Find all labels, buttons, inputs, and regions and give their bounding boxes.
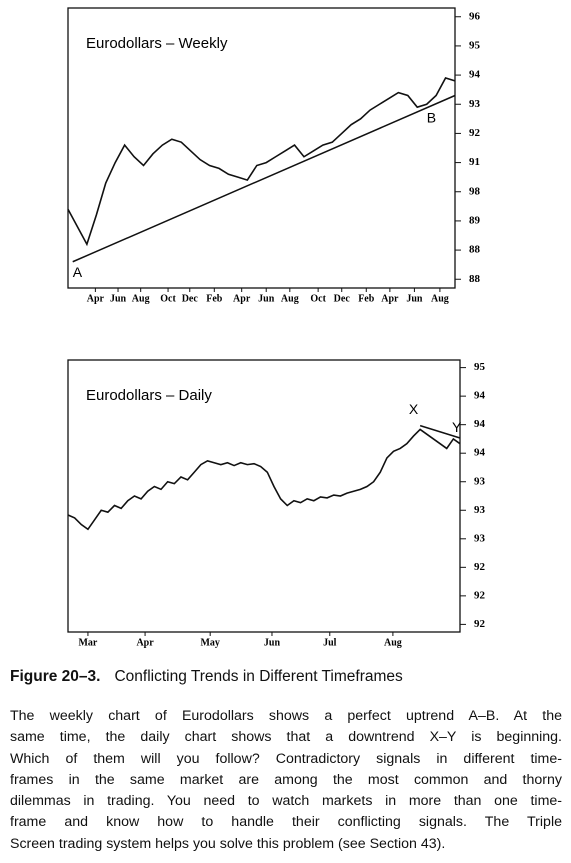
price-line (67, 77, 456, 247)
y-tick-label: 89 (469, 214, 481, 226)
y-tick-label: 94 (469, 69, 481, 81)
x-tick-label: Dec (334, 293, 351, 304)
x-tick-label: Apr (87, 293, 105, 304)
body-line: Which of them will you follow? Contradic… (10, 750, 562, 767)
y-tick-label: 93 (474, 532, 486, 544)
y-tick-label: 92 (469, 127, 481, 139)
x-tick-label: Apr (136, 637, 154, 648)
x-tick-label: Jun (110, 293, 127, 304)
price-line (67, 428, 461, 531)
body-line: dilemmas in trading. You need to watch m… (10, 793, 562, 810)
x-tick-label: Feb (206, 293, 223, 304)
annotation: B (427, 110, 436, 126)
body-text: The weekly chart of Eurodollars shows a … (10, 706, 562, 855)
y-tick-label: 88 (469, 244, 481, 256)
annotation: Y (452, 419, 462, 435)
body-line: frames in the same market are among the … (10, 771, 562, 788)
daily-chart: Eurodollars – Daily 95 94 94 94 93 93 93 92 92 92 M… (67, 359, 486, 648)
y-tick-label: 93 (469, 98, 481, 110)
x-tick-label: Aug (281, 293, 299, 304)
x-tick-label: Oct (160, 293, 176, 304)
y-tick-label: 96 (469, 10, 481, 22)
chart-title: Eurodollars – Daily (86, 387, 212, 404)
y-tick-label: 92 (474, 618, 486, 630)
annotation: A (73, 264, 83, 280)
body-line: frame and know how to handle their confl… (10, 814, 562, 831)
y-tick-label: 95 (469, 39, 481, 51)
y-tick-label: 88 (469, 273, 481, 285)
y-tick-label: 93 (474, 475, 486, 487)
x-tick-label: Aug (384, 637, 402, 648)
body-line: The weekly chart of Eurodollars shows a … (10, 708, 562, 724)
x-tick-label: Aug (132, 293, 150, 304)
figure-title: Conflicting Trends in Different Timefram… (114, 668, 403, 685)
chart-title: Eurodollars – Weekly (86, 35, 228, 52)
x-tick-label: Apr (233, 293, 251, 304)
x-tick-label: Jun (258, 293, 275, 304)
figure-number: Figure 20–3. (10, 668, 101, 685)
y-tick-label: 94 (474, 418, 486, 430)
annotation: X (409, 401, 419, 417)
x-tick-label: Dec (182, 293, 199, 304)
x-tick-label: Jun (264, 637, 281, 648)
y-tick-label: 95 (474, 361, 486, 373)
y-tick-label: 94 (474, 447, 486, 459)
weekly-chart: Eurodollars – Weekly 96 95 94 93 92 91 98 89 88 88… (67, 7, 481, 304)
x-tick-label: Jun (406, 293, 423, 304)
x-tick-label: Oct (310, 293, 326, 304)
x-tick-label: Jul (323, 637, 337, 648)
body-line: Screen trading system helps you solve th… (10, 835, 446, 852)
y-tick-label: 91 (469, 156, 480, 168)
x-tick-label: May (200, 637, 219, 648)
x-tick-label: Mar (78, 637, 97, 648)
figure-caption: Figure 20–3. Conflicting Trends in Differ… (10, 668, 403, 686)
body-line: same time, the daily chart shows that a … (10, 729, 562, 746)
x-tick-label: Aug (431, 293, 449, 304)
trend-line (419, 424, 461, 439)
x-tick-label: Feb (358, 293, 375, 304)
x-tick-label: Apr (381, 293, 399, 304)
y-tick-label: 93 (474, 504, 486, 516)
plot-frame (67, 359, 461, 633)
y-tick-label: 92 (474, 589, 486, 601)
trend-line (72, 94, 456, 263)
y-tick-label: 98 (469, 185, 481, 197)
y-tick-label: 92 (474, 561, 486, 573)
plot-frame (67, 7, 456, 289)
y-tick-label: 94 (474, 390, 486, 402)
